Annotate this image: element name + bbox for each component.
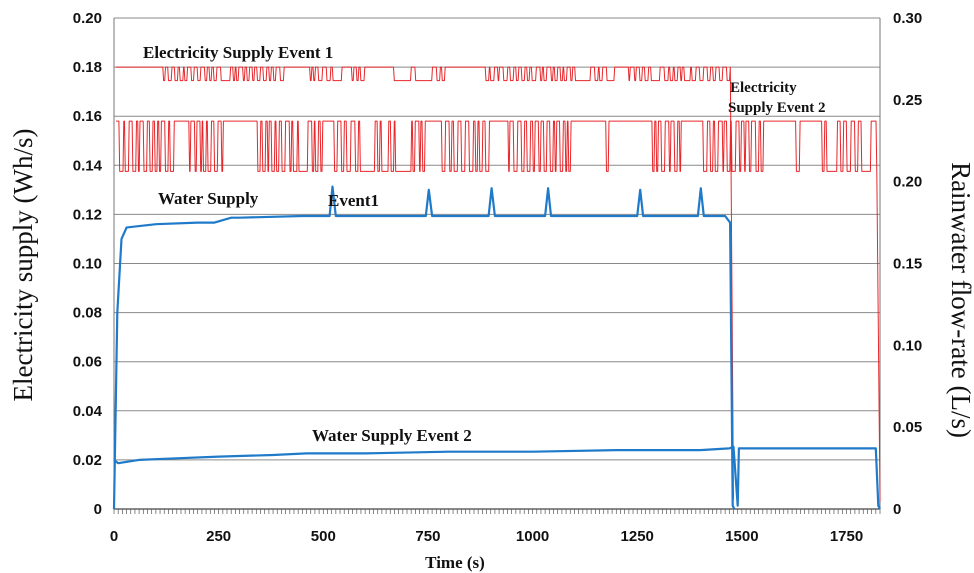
y-left-tick-label: 0.02 bbox=[73, 452, 102, 469]
y-axis-left-title: Electricity supply (Wh/s) bbox=[8, 129, 38, 402]
y-left-tick-label: 0.10 bbox=[73, 256, 102, 273]
x-tick-label: 750 bbox=[415, 528, 440, 545]
y-left-tick-label: 0 bbox=[94, 501, 102, 518]
x-tick-label: 1250 bbox=[621, 528, 654, 545]
annotation-water-event-1-a: Water Supply bbox=[158, 189, 259, 208]
grid-lines bbox=[114, 17, 880, 510]
y-left-tick-label: 0.08 bbox=[73, 305, 102, 322]
y-right-tick-label: 0.10 bbox=[893, 337, 922, 354]
annotation-electricity-event-2-line-2: Supply Event 2 bbox=[728, 100, 826, 116]
tick-labels: 0 250 500 750 1000 1250 1500 1750 0 0.02 0.04 0.06 0… bbox=[73, 10, 922, 545]
y-left-tick-label: 0.06 bbox=[73, 354, 102, 371]
annotation-electricity-event-2-line-1: Electricity bbox=[730, 80, 797, 96]
series-elec1-line bbox=[116, 66, 734, 500]
y-right-tick-label: 0.20 bbox=[893, 174, 922, 191]
y-right-tick-label: 0.05 bbox=[893, 419, 922, 436]
y-left-tick-label: 0.18 bbox=[73, 59, 102, 76]
x-tick-label: 500 bbox=[311, 528, 336, 545]
annotation-water-event-2: Water Supply Event 2 bbox=[312, 426, 472, 445]
y-right-tick-label: 0.25 bbox=[893, 92, 922, 109]
y-axis-right-title: Rainwater flow-rate (L/s) bbox=[946, 162, 974, 438]
x-axis-title: Time (s) bbox=[425, 553, 485, 572]
series-layer bbox=[112, 66, 881, 510]
y-left-tick-label: 0.16 bbox=[73, 108, 102, 125]
y-right-tick-label: 0.15 bbox=[893, 256, 922, 273]
x-tick-label: 1750 bbox=[830, 528, 863, 545]
y-right-tick-label: 0.30 bbox=[893, 10, 922, 27]
y-left-tick-label: 0.12 bbox=[73, 206, 102, 223]
y-left-tick-label: 0.04 bbox=[73, 403, 103, 420]
series-elec2-line bbox=[116, 120, 881, 502]
x-tick-label: 1500 bbox=[725, 528, 758, 545]
y-right-tick-label: 0 bbox=[893, 501, 901, 518]
y-left-tick-label: 0.20 bbox=[73, 10, 102, 27]
x-tick-label: 250 bbox=[206, 528, 231, 545]
x-tick-label: 1000 bbox=[516, 528, 549, 545]
series-water1-line bbox=[112, 185, 736, 510]
annotation-water-event-1-b: Event1 bbox=[328, 191, 379, 210]
series-water2-line bbox=[113, 445, 881, 510]
annotation-electricity-event-1: Electricity Supply Event 1 bbox=[143, 43, 333, 62]
x-tick-label: 0 bbox=[110, 528, 118, 545]
y-left-tick-label: 0.14 bbox=[73, 157, 103, 174]
axes bbox=[113, 18, 881, 514]
